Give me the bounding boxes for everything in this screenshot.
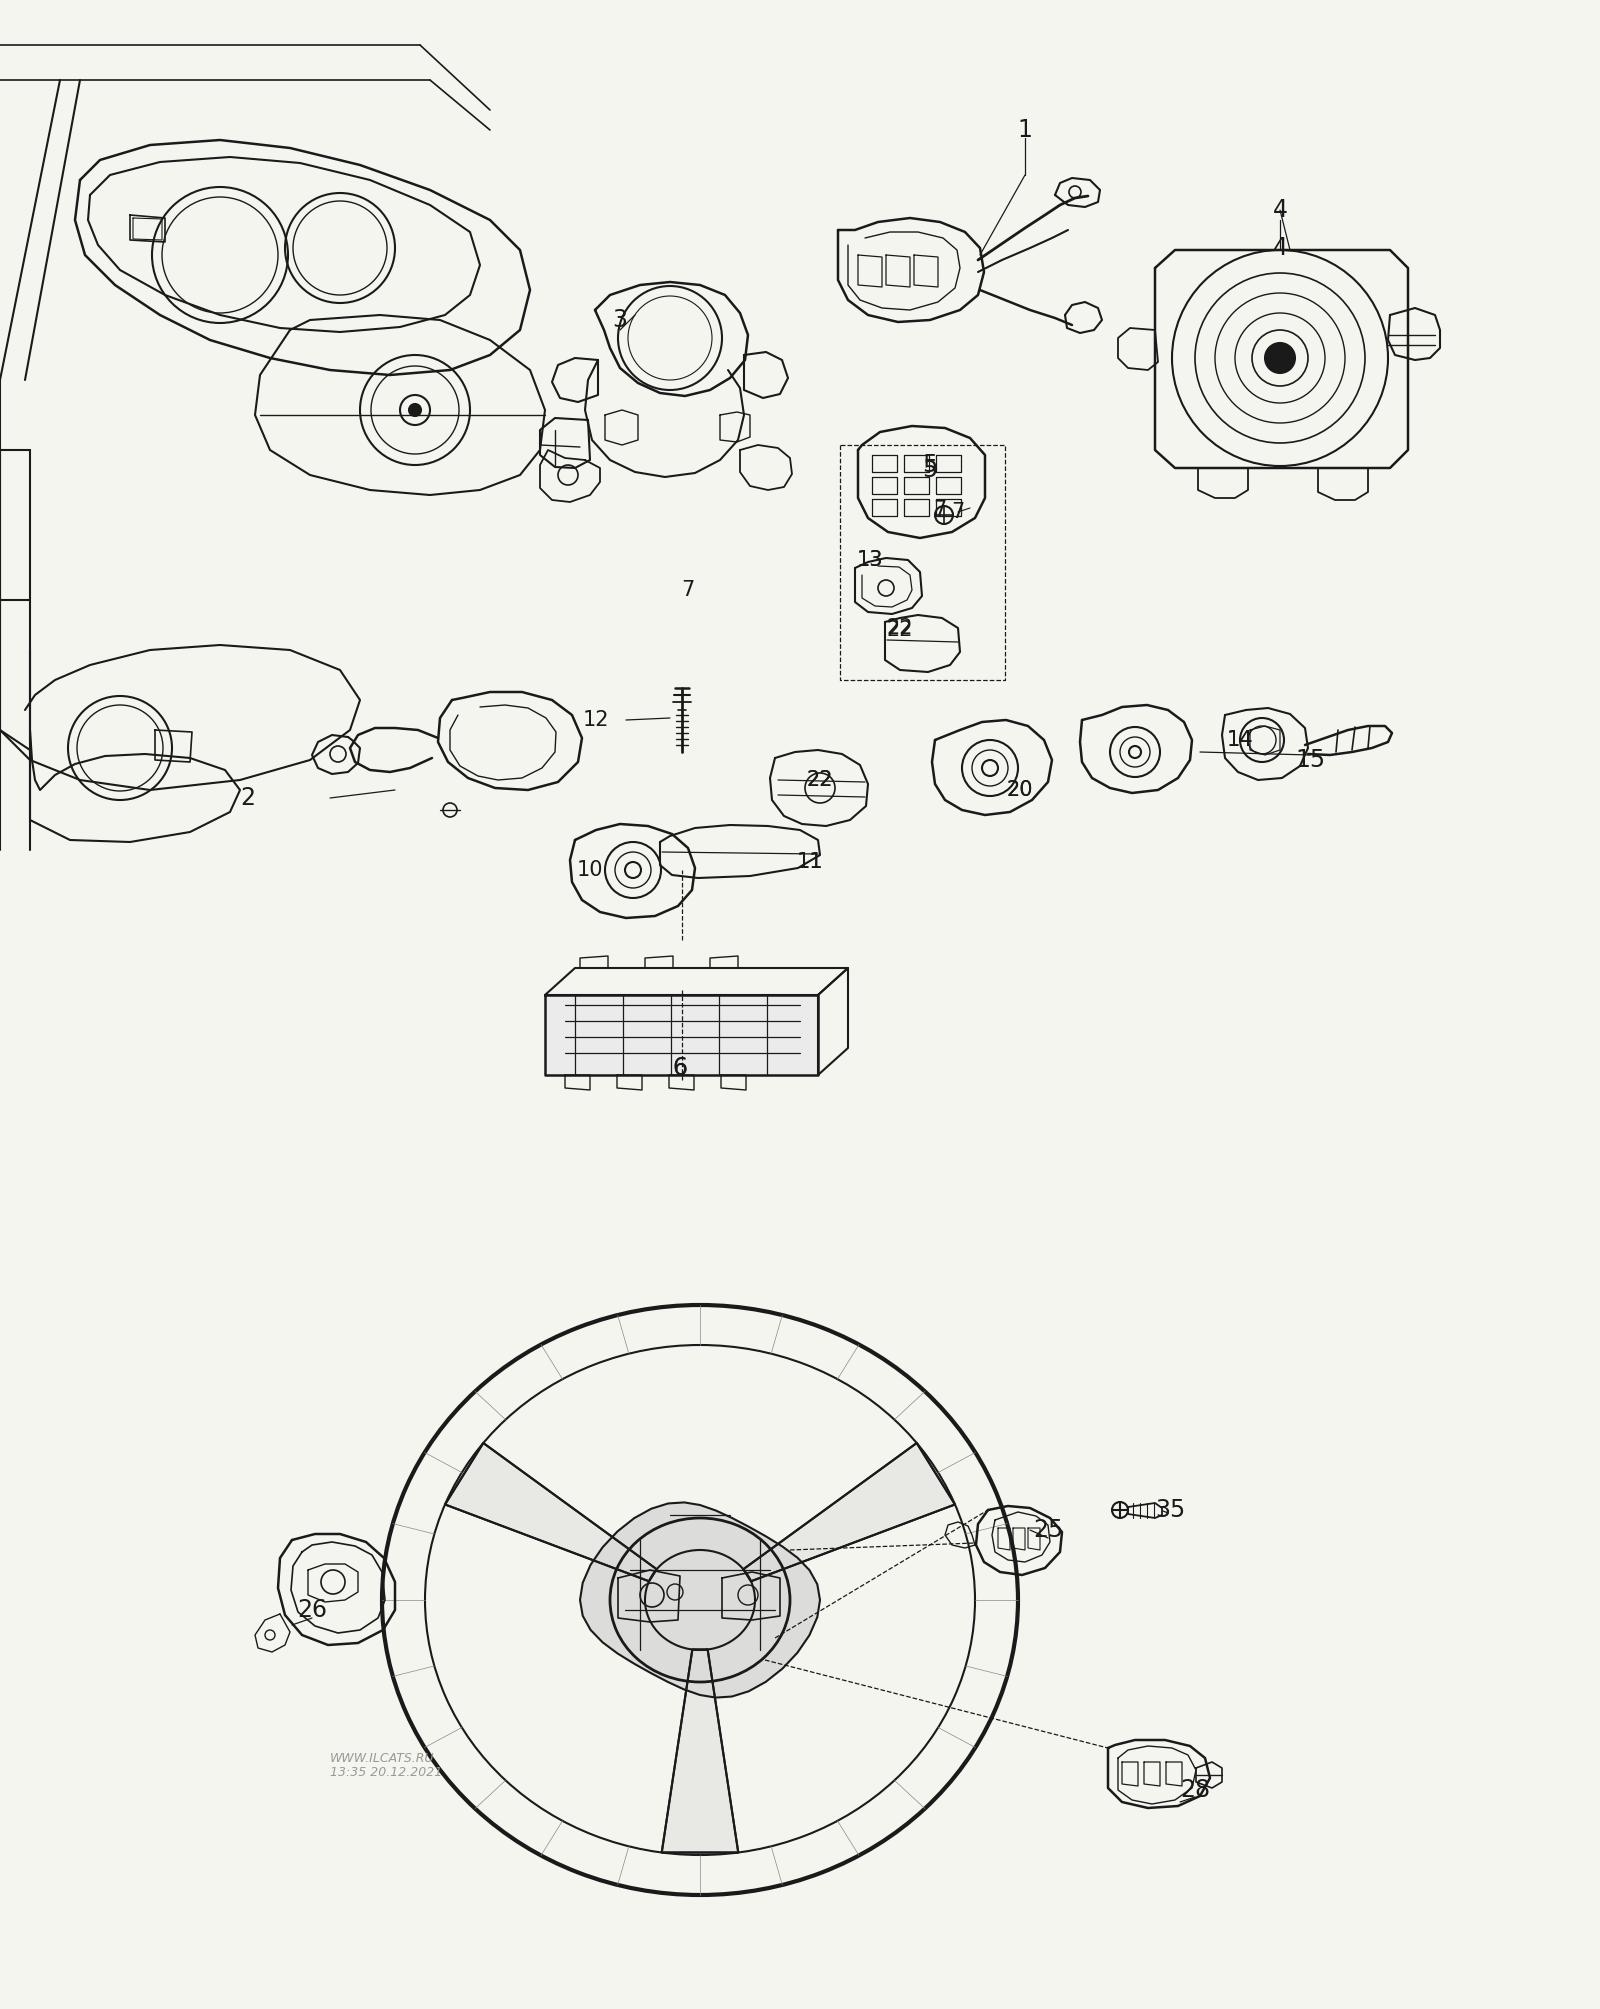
Text: 6: 6 <box>672 1057 688 1081</box>
Text: 13: 13 <box>856 550 883 571</box>
Text: 2: 2 <box>240 786 256 810</box>
Text: 35: 35 <box>1155 1499 1186 1523</box>
Text: 14: 14 <box>1227 729 1253 749</box>
Text: 22: 22 <box>806 769 834 790</box>
Polygon shape <box>579 1503 819 1698</box>
Text: 26: 26 <box>298 1597 326 1621</box>
Text: 25: 25 <box>1034 1519 1062 1543</box>
Text: WWW.ILCATS.RU: WWW.ILCATS.RU <box>330 1752 435 1764</box>
Text: 4: 4 <box>1272 235 1288 259</box>
Polygon shape <box>445 1442 656 1581</box>
Text: 15: 15 <box>1294 747 1325 771</box>
Text: 4: 4 <box>1272 199 1288 223</box>
Text: 7: 7 <box>933 500 947 520</box>
Polygon shape <box>546 994 818 1075</box>
Text: 11: 11 <box>797 852 824 872</box>
Text: 20: 20 <box>1006 779 1034 800</box>
Text: 28: 28 <box>1179 1778 1210 1802</box>
Text: 6: 6 <box>672 1057 688 1081</box>
Text: 7: 7 <box>682 581 694 601</box>
Text: 5: 5 <box>922 458 938 482</box>
Polygon shape <box>744 1442 955 1581</box>
Circle shape <box>410 404 421 416</box>
Text: 7: 7 <box>952 502 965 522</box>
Text: 22: 22 <box>886 621 914 641</box>
Text: 11: 11 <box>797 852 824 872</box>
Text: 12: 12 <box>582 709 610 729</box>
Text: 1: 1 <box>1018 119 1032 143</box>
Text: 13: 13 <box>856 550 883 571</box>
Circle shape <box>1266 344 1294 374</box>
Text: 22: 22 <box>886 619 914 639</box>
Polygon shape <box>662 1649 738 1852</box>
Text: 10: 10 <box>576 860 603 880</box>
Text: 20: 20 <box>1006 779 1034 800</box>
Text: 13:35 20.12.2021: 13:35 20.12.2021 <box>330 1766 442 1780</box>
Text: 3: 3 <box>613 307 627 331</box>
Text: 14: 14 <box>1227 729 1253 749</box>
Text: 5: 5 <box>922 452 938 476</box>
Text: 22: 22 <box>806 769 834 790</box>
